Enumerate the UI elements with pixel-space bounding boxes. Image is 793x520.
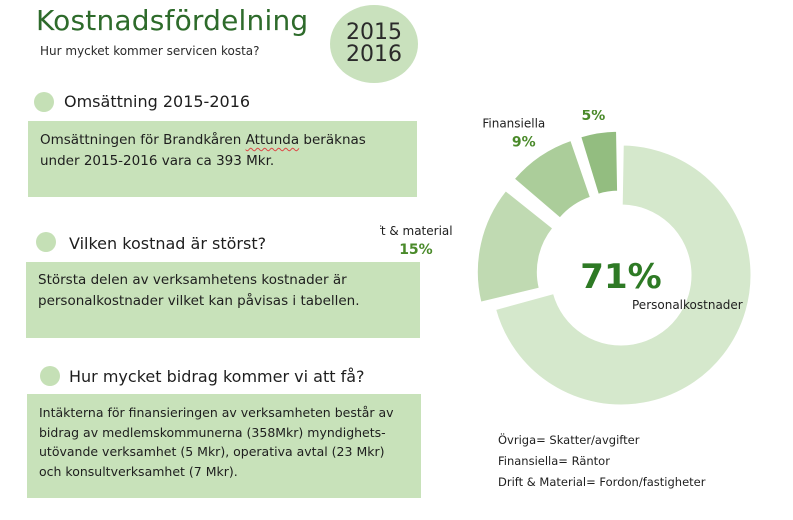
section-1-heading: Omsättning 2015-2016 bbox=[64, 92, 251, 111]
section-2-heading: Vilken kostnad är störst? bbox=[69, 234, 267, 253]
page-subtitle: Hur mycket kommer servicen kosta? bbox=[40, 44, 260, 58]
donut-slice-vriga bbox=[580, 130, 619, 195]
year-badge-line1: 2015 bbox=[346, 20, 402, 45]
year-badge: 2015 2016 bbox=[330, 5, 418, 83]
legend-item-ovriga: Övriga= Skatter/avgifter bbox=[498, 433, 640, 447]
section-1-bullet bbox=[34, 92, 54, 112]
section-1-text-after: beräknas under 2015-2016 vara ca 393 Mkr… bbox=[40, 132, 366, 169]
section-2-box: Största delen av verksamhetens kostnader… bbox=[26, 262, 420, 338]
section-3-heading: Hur mycket bidrag kommer vi att få? bbox=[69, 367, 365, 386]
chart-legend: Övriga= Skatter/avgifter Finansiella= Rä… bbox=[498, 430, 705, 493]
donut-value-label-vriga: 5% bbox=[581, 110, 605, 124]
donut-value-label-personalkostnader: 71% bbox=[580, 257, 661, 297]
section-1-text-underlined: Attunda bbox=[245, 132, 300, 148]
section-3-bullet bbox=[40, 366, 60, 386]
year-badge-line2: 2016 bbox=[346, 42, 402, 67]
cost-donut-chart: 71%Personalkostnader Drift & material 15% F… bbox=[380, 110, 752, 406]
donut-slice-drift-material bbox=[476, 190, 554, 303]
donut-value-label-finansiella: 9% bbox=[512, 134, 536, 150]
section-1-text-before: Omsättningen för Brandkåren bbox=[40, 132, 246, 148]
section-1-box: Omsättningen för Brandkåren Attunda berä… bbox=[28, 121, 417, 197]
legend-item-finansiella: Finansiella= Räntor bbox=[498, 454, 610, 468]
donut-category-label-drift-material: Drift & material bbox=[380, 224, 453, 238]
donut-slice-personalkostnader bbox=[495, 144, 752, 406]
donut-value-label-drift-material: 15% bbox=[399, 242, 433, 258]
page-title: Kostnadsfördelning bbox=[36, 4, 309, 37]
section-3-box: Intäkterna för finansieringen av verksam… bbox=[27, 394, 421, 498]
donut-category-label-personalkostnader: Personalkostnader bbox=[632, 298, 743, 312]
donut-category-label-finansiella: Finansiella bbox=[482, 116, 545, 130]
donut-slice-finansiella bbox=[513, 139, 591, 219]
section-2-bullet bbox=[36, 232, 56, 252]
legend-item-drift: Drift & Material= Fordon/fastigheter bbox=[498, 475, 706, 489]
